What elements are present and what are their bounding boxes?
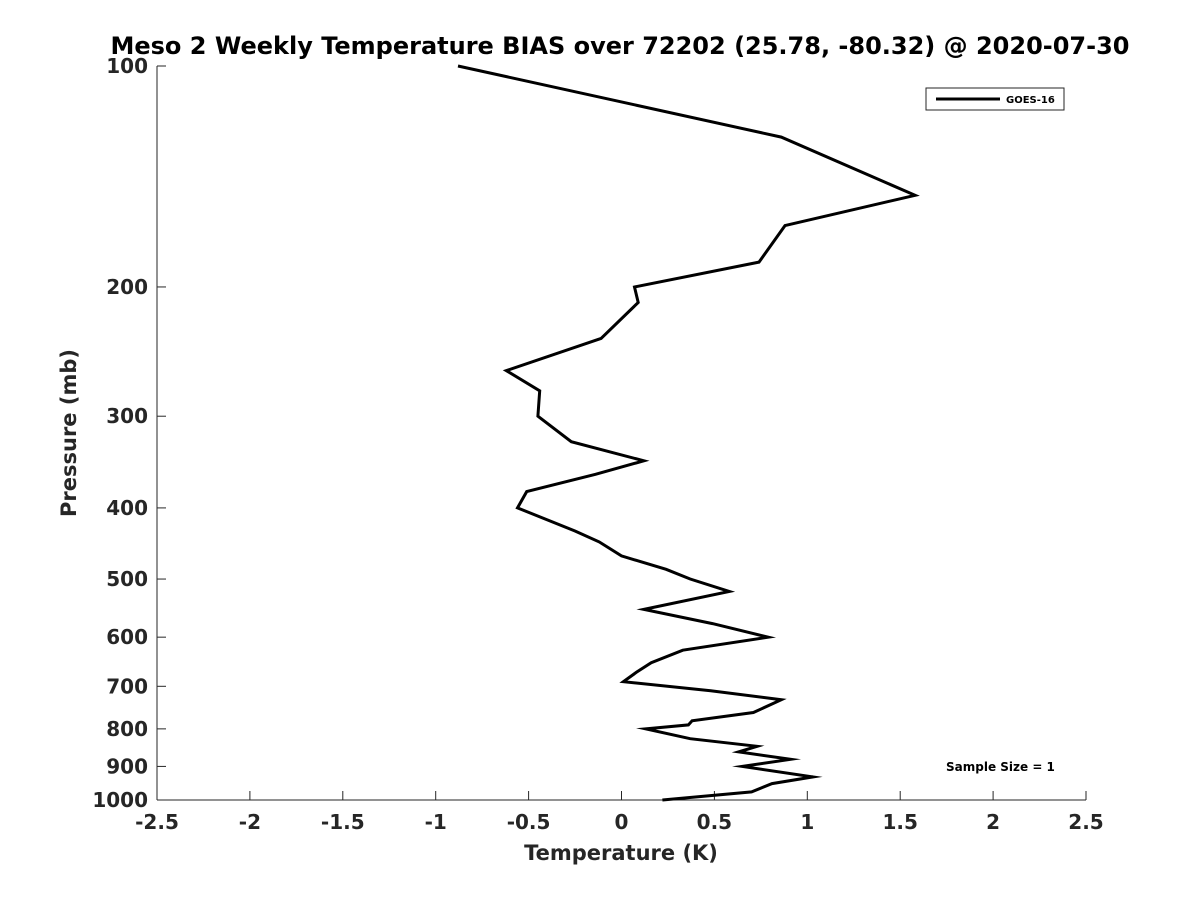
- series-layer: [457, 64, 920, 802]
- legend: GOES-16: [925, 87, 1065, 111]
- series-line-goes-16: [457, 64, 920, 802]
- axes: [156, 66, 1086, 801]
- y-axis-label: Pressure (mb): [57, 349, 81, 517]
- x-ticks: -2.5 -2 -1.5 -1 -0.5 0 0.5 1 1.5 2 2.5: [135, 791, 1104, 834]
- y-tick-label: 300: [106, 404, 148, 428]
- x-tick-label: -2: [239, 810, 261, 834]
- x-tick-label: 1: [800, 810, 814, 834]
- y-tick-label: 800: [106, 717, 148, 741]
- x-tick-label: 0: [615, 810, 629, 834]
- x-tick-label: -1: [425, 810, 447, 834]
- x-tick-label: -1.5: [321, 810, 365, 834]
- legend-label-goes-16: GOES-16: [1006, 95, 1055, 106]
- y-tick-label: 400: [106, 496, 148, 520]
- y-tick-label: 700: [106, 674, 148, 698]
- y-tick-label: 500: [106, 567, 148, 591]
- y-ticks: 100 200 300 400 500 600 700 800 900 1000: [92, 54, 166, 812]
- x-tick-label: 2: [986, 810, 1000, 834]
- y-tick-label: 100: [106, 54, 148, 78]
- y-tick-label: 200: [106, 275, 148, 299]
- y-tick-label: 1000: [92, 788, 148, 812]
- x-tick-label: 2.5: [1068, 810, 1103, 834]
- x-axis-label: Temperature (K): [524, 841, 718, 865]
- chart-title: Meso 2 Weekly Temperature BIAS over 7220…: [110, 32, 1129, 60]
- y-tick-label: 600: [106, 625, 148, 649]
- sample-size-annotation: Sample Size = 1: [946, 760, 1055, 774]
- y-tick-label: 900: [106, 754, 148, 778]
- x-tick-label: -2.5: [135, 810, 179, 834]
- x-tick-label: -0.5: [507, 810, 551, 834]
- x-tick-label: 0.5: [697, 810, 732, 834]
- x-tick-label: 1.5: [882, 810, 917, 834]
